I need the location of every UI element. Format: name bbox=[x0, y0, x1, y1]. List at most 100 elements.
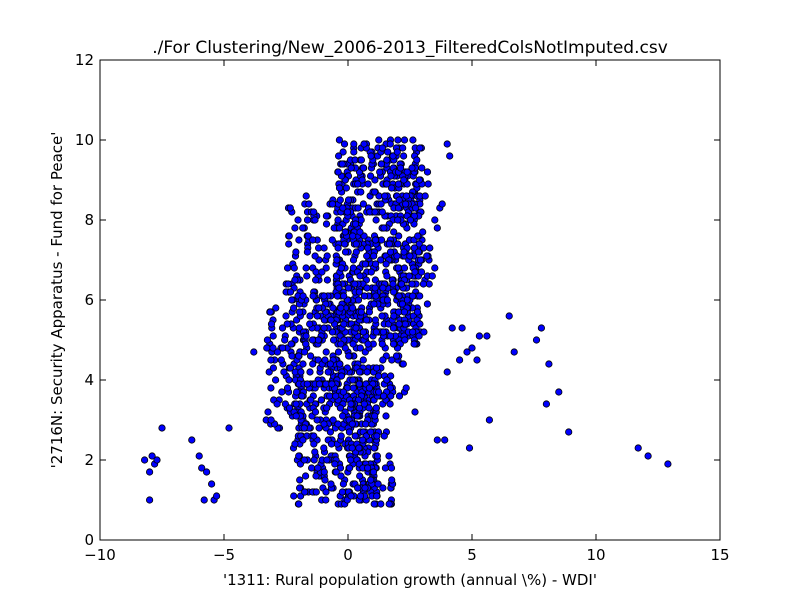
data-point bbox=[357, 188, 365, 196]
data-point bbox=[419, 228, 427, 236]
data-point bbox=[395, 196, 403, 204]
data-point bbox=[286, 204, 294, 212]
data-point bbox=[349, 376, 357, 384]
data-point bbox=[335, 284, 343, 292]
data-point bbox=[398, 300, 406, 308]
data-point bbox=[644, 452, 652, 460]
data-point bbox=[413, 308, 422, 316]
data-point bbox=[310, 208, 318, 216]
x-tick-label: 10 bbox=[586, 546, 605, 564]
data-point bbox=[353, 412, 361, 420]
data-point bbox=[283, 320, 291, 328]
data-point bbox=[389, 340, 398, 348]
data-point bbox=[363, 368, 371, 376]
data-point bbox=[326, 428, 334, 436]
data-point bbox=[411, 204, 420, 212]
data-point bbox=[371, 284, 379, 292]
data-point bbox=[423, 168, 432, 176]
data-point bbox=[354, 204, 362, 212]
data-point bbox=[388, 476, 396, 484]
y-tick-label: 12 bbox=[75, 51, 94, 69]
data-point bbox=[473, 356, 481, 364]
data-point bbox=[295, 236, 303, 244]
data-point bbox=[299, 436, 307, 444]
data-point bbox=[389, 152, 397, 160]
data-point bbox=[423, 300, 431, 308]
data-point bbox=[370, 444, 378, 452]
data-point bbox=[341, 248, 350, 256]
x-tick-label: 5 bbox=[467, 546, 477, 564]
data-point bbox=[370, 300, 378, 308]
data-point bbox=[359, 164, 367, 172]
data-point bbox=[372, 328, 380, 336]
data-point bbox=[411, 268, 419, 276]
data-point bbox=[370, 252, 378, 260]
data-point bbox=[329, 416, 337, 424]
data-point bbox=[413, 156, 421, 164]
data-point bbox=[358, 176, 366, 184]
y-axis-label: '2716N: Security Apparatus - Fund for Pe… bbox=[48, 132, 66, 469]
data-point bbox=[340, 292, 348, 300]
data-point bbox=[352, 248, 360, 256]
data-point bbox=[315, 424, 323, 432]
data-point bbox=[269, 332, 277, 340]
data-point bbox=[392, 352, 401, 360]
data-point bbox=[414, 248, 423, 256]
data-point bbox=[419, 280, 427, 288]
data-point bbox=[360, 140, 368, 148]
data-point bbox=[372, 292, 380, 300]
data-point bbox=[565, 428, 573, 436]
data-point bbox=[213, 492, 221, 500]
data-point bbox=[455, 356, 464, 364]
data-point bbox=[320, 292, 328, 300]
data-point bbox=[416, 320, 424, 328]
data-point bbox=[383, 156, 391, 164]
data-point bbox=[390, 312, 398, 320]
data-point bbox=[389, 280, 397, 288]
data-point bbox=[297, 368, 305, 376]
data-point bbox=[315, 380, 323, 388]
data-point bbox=[292, 412, 300, 420]
data-point bbox=[394, 204, 403, 212]
data-point bbox=[304, 232, 312, 240]
data-point bbox=[267, 416, 275, 424]
data-point bbox=[312, 472, 320, 480]
data-point bbox=[374, 480, 382, 488]
data-point bbox=[146, 496, 154, 504]
data-point bbox=[322, 380, 330, 388]
data-point bbox=[415, 332, 423, 340]
data-point bbox=[395, 292, 403, 300]
data-point bbox=[312, 268, 320, 276]
data-point bbox=[347, 164, 355, 172]
data-point bbox=[292, 388, 301, 396]
data-point bbox=[377, 200, 385, 208]
data-point bbox=[334, 348, 343, 356]
data-point bbox=[309, 236, 317, 244]
data-point bbox=[360, 400, 368, 408]
data-point bbox=[428, 272, 436, 280]
data-point bbox=[327, 316, 335, 324]
data-point bbox=[298, 392, 306, 400]
data-point bbox=[406, 252, 414, 260]
data-point bbox=[302, 192, 310, 200]
data-point bbox=[475, 332, 483, 340]
data-point bbox=[341, 240, 349, 248]
data-point bbox=[542, 400, 551, 408]
data-point bbox=[345, 352, 353, 360]
data-point bbox=[153, 456, 161, 464]
data-point bbox=[433, 224, 441, 232]
data-point bbox=[335, 184, 344, 192]
data-point bbox=[266, 308, 274, 316]
data-point bbox=[384, 148, 392, 156]
data-point bbox=[356, 272, 364, 280]
data-point bbox=[322, 488, 330, 496]
data-point bbox=[463, 348, 471, 356]
data-point bbox=[346, 456, 355, 464]
data-point bbox=[372, 216, 380, 224]
data-point bbox=[377, 256, 385, 264]
data-point bbox=[421, 192, 429, 200]
data-point bbox=[367, 428, 375, 436]
data-point bbox=[348, 444, 356, 452]
data-point bbox=[295, 484, 304, 492]
data-point bbox=[303, 272, 311, 280]
